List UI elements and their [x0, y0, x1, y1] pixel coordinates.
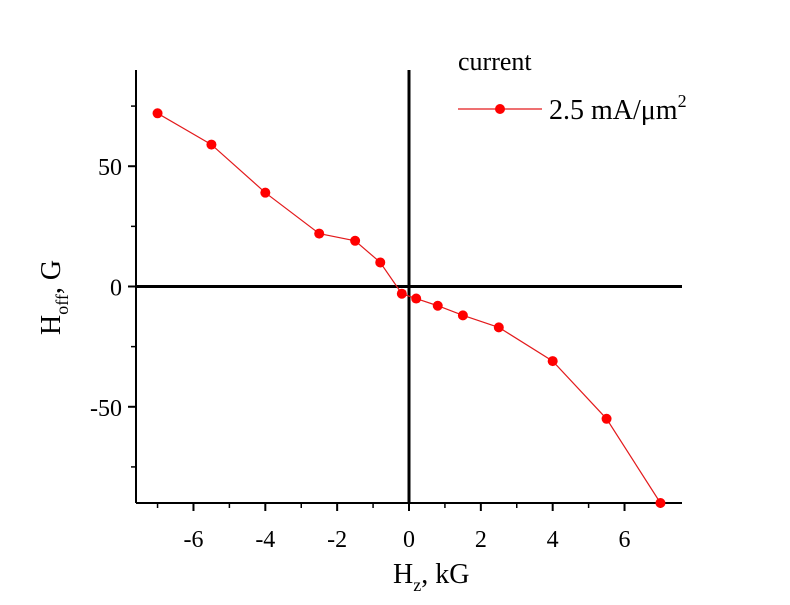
x-tick-label: 4 [547, 527, 559, 553]
data-point [601, 413, 612, 424]
data-point [314, 228, 325, 239]
y-axis-title: Hoff, G [36, 260, 72, 335]
data-point [547, 356, 558, 367]
x-axis-title: Hz, kG [393, 559, 469, 595]
x-tick-label: 2 [475, 527, 487, 553]
y-tick-label: 0 [110, 276, 122, 302]
x-tick-label: -6 [183, 527, 203, 553]
x-tick-label: -2 [327, 527, 347, 553]
legend-title: current [458, 47, 532, 76]
data-point [396, 288, 407, 299]
data-point [206, 139, 217, 150]
y-tick-label: 50 [98, 155, 122, 181]
data-point [152, 108, 163, 119]
y-tick-label: -50 [90, 396, 122, 422]
tick-group: -6 -4 -2 0 2 4 6 50 0 -50 [90, 105, 662, 553]
data-point [432, 300, 443, 311]
data-point [411, 293, 422, 304]
legend-marker [495, 104, 505, 114]
series-line [157, 112, 661, 504]
data-point [655, 498, 666, 508]
data-point [493, 322, 504, 333]
data-point [457, 310, 468, 321]
x-tick-label: 6 [619, 527, 631, 553]
data-point [350, 235, 361, 246]
data-point [375, 257, 386, 268]
legend-label: 2.5 mA/μm2 [549, 91, 687, 126]
data-point [260, 187, 271, 198]
series-group [152, 108, 666, 508]
x-tick-label: 0 [403, 527, 415, 553]
x-tick-label: -4 [255, 527, 275, 553]
legend: current 2.5 mA/μm2 [458, 47, 687, 126]
